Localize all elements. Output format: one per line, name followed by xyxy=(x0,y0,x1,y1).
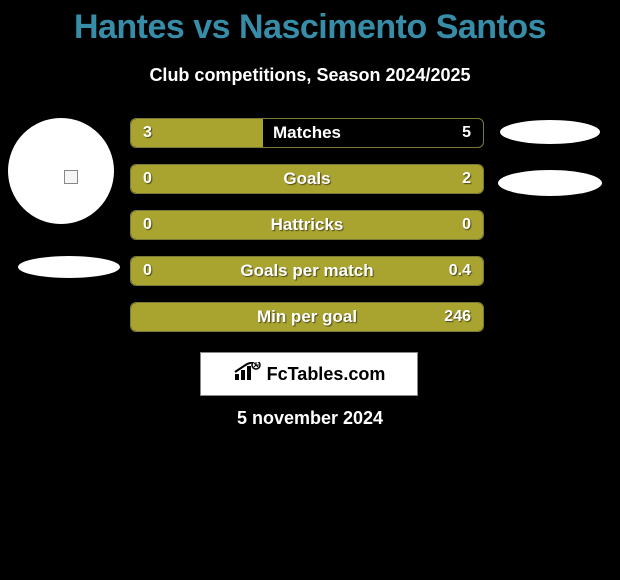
brand-text: FcTables.com xyxy=(267,364,386,385)
bar-label: Min per goal xyxy=(131,303,483,331)
bar-label: Goals per match xyxy=(131,257,483,285)
page-title: Hantes vs Nascimento Santos xyxy=(0,0,620,47)
bar-value-right: 5 xyxy=(462,119,471,147)
stat-bar-matches: 3 Matches 5 xyxy=(130,118,484,148)
brand-badge: FcTables.com xyxy=(200,352,418,396)
stat-bar-min-per-goal: Min per goal 246 xyxy=(130,302,484,332)
bar-value-right: 0.4 xyxy=(449,257,471,285)
stat-bar-goals: 0 Goals 2 xyxy=(130,164,484,194)
chart-icon xyxy=(233,362,261,387)
bar-label: Matches xyxy=(131,119,483,147)
stat-bar-hattricks: 0 Hattricks 0 xyxy=(130,210,484,240)
date-label: 5 november 2024 xyxy=(0,408,620,429)
player-right-shadow-2 xyxy=(498,170,602,196)
player-left-avatar xyxy=(8,118,114,224)
stat-bars: 3 Matches 5 0 Goals 2 0 Hattricks 0 0 Go… xyxy=(130,118,484,348)
stat-bar-goals-per-match: 0 Goals per match 0.4 xyxy=(130,256,484,286)
bar-value-right: 246 xyxy=(444,303,471,331)
player-right-shadow-1 xyxy=(500,120,600,144)
player-left-shadow xyxy=(18,256,120,278)
bar-value-right: 0 xyxy=(462,211,471,239)
broken-image-icon xyxy=(64,170,78,184)
bar-label: Hattricks xyxy=(131,211,483,239)
page-subtitle: Club competitions, Season 2024/2025 xyxy=(0,65,620,86)
bar-value-right: 2 xyxy=(462,165,471,193)
bar-label: Goals xyxy=(131,165,483,193)
